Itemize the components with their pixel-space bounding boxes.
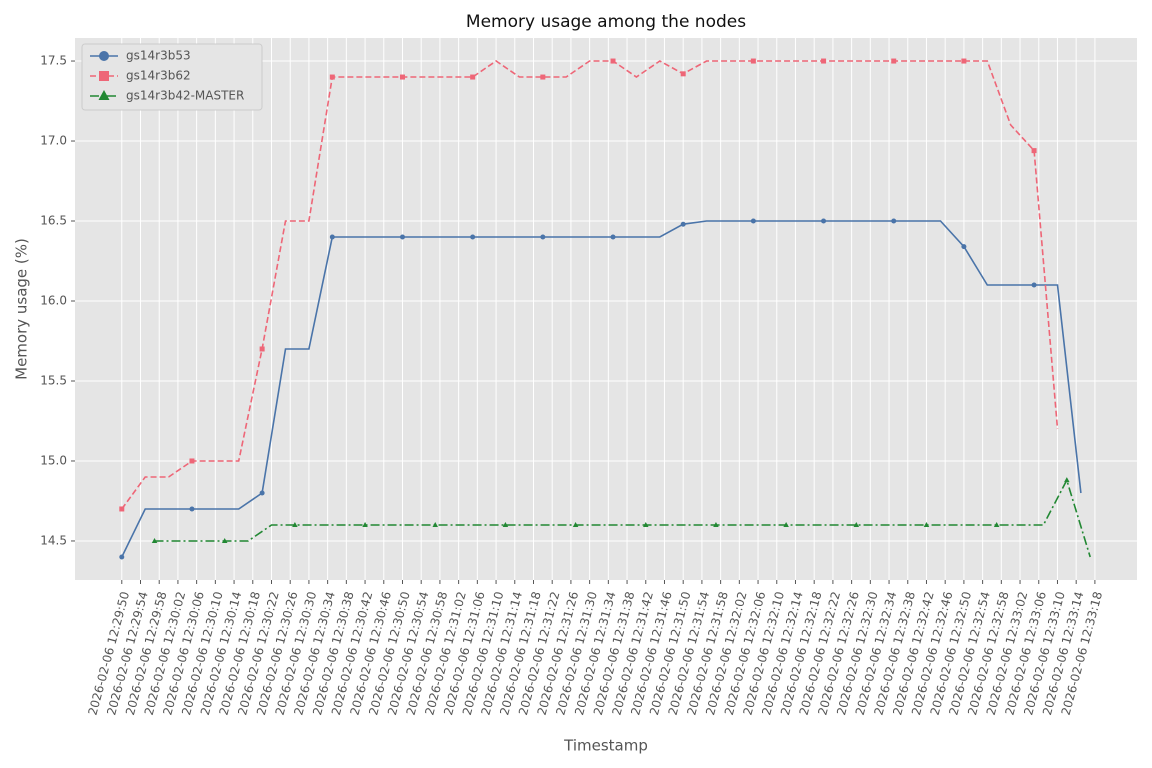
data-point <box>292 521 298 527</box>
legend-label: gs14r3b62 <box>126 69 191 83</box>
data-point <box>399 234 405 240</box>
data-point <box>502 521 509 527</box>
legend: gs14r3b53 gs14r3b62 gs14r3b42-MASTER <box>81 43 263 111</box>
data-point <box>1064 477 1070 483</box>
data-point <box>470 74 476 80</box>
legend-box <box>81 43 263 111</box>
data-point <box>119 554 125 560</box>
legend-label: gs14r3b53 <box>126 49 191 63</box>
data-point <box>540 234 546 240</box>
data-point <box>362 521 368 527</box>
data-point <box>713 521 719 527</box>
series-line <box>154 478 1091 558</box>
data-point <box>399 74 405 80</box>
data-point <box>470 234 476 240</box>
y-tick-label: 15.5 <box>40 373 67 387</box>
data-point <box>750 58 756 64</box>
data-point <box>189 506 195 512</box>
plot-area <box>75 38 1137 580</box>
lines <box>119 58 1091 560</box>
data-point <box>329 74 335 80</box>
y-tick-label: 17.5 <box>40 54 67 68</box>
data-point <box>1031 282 1037 288</box>
chart-title: Memory usage among the nodes <box>466 12 746 32</box>
data-point <box>891 58 897 64</box>
data-point <box>259 490 265 496</box>
y-tick-label: 16.5 <box>40 214 67 228</box>
data-point <box>891 218 897 224</box>
legend-marker <box>99 71 109 81</box>
data-point <box>680 221 686 227</box>
data-point <box>853 521 860 527</box>
data-point <box>151 537 158 543</box>
data-point <box>923 521 930 527</box>
data-point <box>1031 148 1037 154</box>
data-point <box>750 218 756 224</box>
data-point <box>961 244 967 250</box>
data-point <box>610 58 616 64</box>
y-axis-label: Memory usage (%) <box>13 238 31 380</box>
data-point <box>610 234 616 240</box>
data-point <box>993 521 1000 527</box>
data-point <box>572 521 579 527</box>
legend-marker <box>99 51 109 61</box>
data-point <box>221 537 228 543</box>
y-tick-label: 14.5 <box>40 533 67 547</box>
data-point <box>783 521 789 527</box>
x-axis-label: Timestamp <box>563 737 648 755</box>
data-point <box>329 234 335 240</box>
data-point <box>540 74 546 80</box>
data-point <box>119 506 125 512</box>
y-tick-label: 16.0 <box>40 294 67 308</box>
data-point <box>961 58 967 64</box>
data-point <box>821 218 827 224</box>
data-point <box>680 71 686 77</box>
data-point <box>821 58 827 64</box>
series-line <box>121 60 1059 510</box>
data-point <box>432 521 438 527</box>
legend-marker <box>98 90 110 100</box>
legend-label: gs14r3b42-MASTER <box>126 89 244 103</box>
data-point <box>189 458 195 464</box>
grid <box>71 38 1137 584</box>
series-line <box>121 220 1082 558</box>
data-point <box>259 346 265 352</box>
y-tick-label: 15.0 <box>40 453 67 467</box>
data-point <box>643 521 649 527</box>
y-tick-label: 17.0 <box>40 134 67 148</box>
